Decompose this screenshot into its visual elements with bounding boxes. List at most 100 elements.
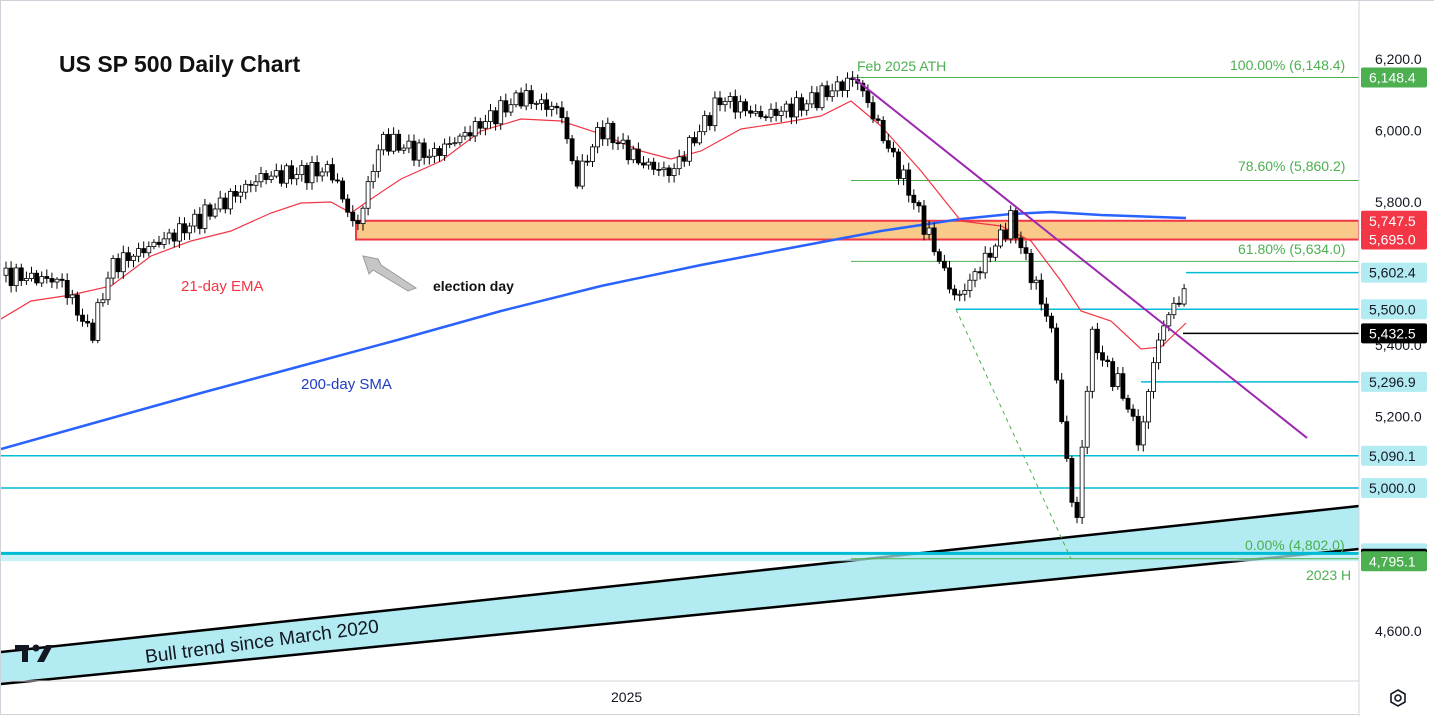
candle-body (1008, 210, 1014, 240)
candle-body (804, 103, 810, 111)
candle-body (304, 165, 310, 184)
candle-body (314, 162, 320, 177)
price-tag-label: 5,000.0 (1369, 480, 1416, 496)
candle-body (268, 175, 274, 180)
h2023-label: 2023 H (1306, 567, 1352, 583)
price-tag-label: 5,695.0 (1369, 232, 1416, 248)
candle-body (273, 170, 279, 177)
price-tag: 5,500.0 (1361, 299, 1427, 320)
candle-body (69, 294, 75, 299)
candle-body (518, 92, 524, 107)
candle-body (151, 241, 157, 248)
settings-icon[interactable] (1388, 688, 1408, 708)
price-tag-bg (1361, 478, 1427, 498)
price-tag: 5,747.5 (1361, 210, 1427, 231)
price-tag-bg (1361, 67, 1427, 88)
candle-body (44, 276, 50, 279)
candle-body (656, 168, 662, 171)
price-tag-bg (1361, 262, 1427, 283)
candle-body (120, 252, 126, 273)
candle-body (962, 290, 968, 295)
candle-body (697, 131, 702, 144)
price-tag-bg (1361, 445, 1427, 466)
candle-body (64, 280, 70, 299)
candle-body (1064, 421, 1070, 459)
y-tick-label: 5,200.0 (1375, 409, 1422, 425)
candle-body (564, 117, 570, 140)
candle-body (916, 202, 922, 207)
candle-body (13, 267, 19, 287)
candle-body (18, 267, 24, 282)
candle-body (911, 194, 917, 203)
candle-body (569, 138, 575, 162)
candle-body (972, 271, 978, 281)
candle-body (748, 110, 753, 114)
candle-body (75, 294, 80, 316)
candle-body (482, 121, 488, 129)
candle-body (146, 246, 152, 254)
candle-body (1049, 315, 1054, 329)
candle-body (457, 135, 463, 144)
candle-body (610, 122, 616, 144)
candle-body (1110, 361, 1116, 387)
price-tag: 5,090.1 (1361, 445, 1427, 466)
candle-body (753, 111, 759, 114)
candle-body (615, 142, 621, 145)
candle-body (365, 181, 371, 209)
candle-body (891, 147, 896, 153)
candle-body (549, 105, 555, 110)
candle-body (329, 164, 335, 181)
candle-body (340, 180, 346, 200)
candle-body (590, 146, 595, 162)
candle-body (1084, 390, 1090, 448)
candle-body (182, 223, 187, 234)
candle-body (936, 251, 942, 262)
y-tick-label: 4,600.0 (1375, 623, 1422, 639)
candle-body (692, 137, 697, 144)
candle-body (217, 197, 223, 210)
candle-body (248, 183, 254, 186)
x-axis-tick: 2025 (611, 689, 643, 705)
candle-body (207, 204, 213, 217)
candle-body (141, 248, 147, 254)
candle-body (202, 204, 208, 229)
candle-body (1089, 328, 1095, 392)
candle-body (947, 267, 952, 290)
candle-body (29, 272, 34, 279)
candle-body (717, 97, 723, 106)
candle-body (646, 161, 651, 166)
candle-body (926, 227, 932, 235)
candle-body (982, 252, 988, 274)
price-tag: 6,148.4 (1361, 67, 1427, 88)
candle-body (651, 161, 657, 170)
candle-body (85, 320, 90, 324)
candle-body (630, 148, 636, 161)
price-tag: 5,432.5 (1361, 323, 1427, 344)
candle-body (406, 140, 412, 149)
channel-lower-line (1, 547, 1360, 686)
bull-trend-channel (1, 506, 1359, 684)
candle-body (875, 118, 881, 121)
candle-body (222, 197, 228, 210)
candle-body (513, 92, 519, 106)
candle-body (778, 110, 784, 116)
candle-body (738, 101, 743, 113)
candle-body (1176, 302, 1182, 305)
candle-body (355, 220, 361, 224)
candle-body (687, 137, 692, 162)
candle-body (834, 81, 840, 92)
candle-body (380, 134, 386, 151)
candle-body (707, 115, 713, 127)
price-tag-label: 5,747.5 (1369, 213, 1416, 229)
candle-body (161, 238, 167, 245)
candle-body (1018, 237, 1024, 249)
candle-body (375, 149, 381, 172)
candle-body (1105, 359, 1110, 362)
candle-body (416, 142, 422, 161)
candle-body (197, 213, 203, 229)
candle-body (212, 208, 218, 217)
candle-body (819, 85, 825, 109)
price-tag-label: 5,602.4 (1369, 265, 1416, 281)
